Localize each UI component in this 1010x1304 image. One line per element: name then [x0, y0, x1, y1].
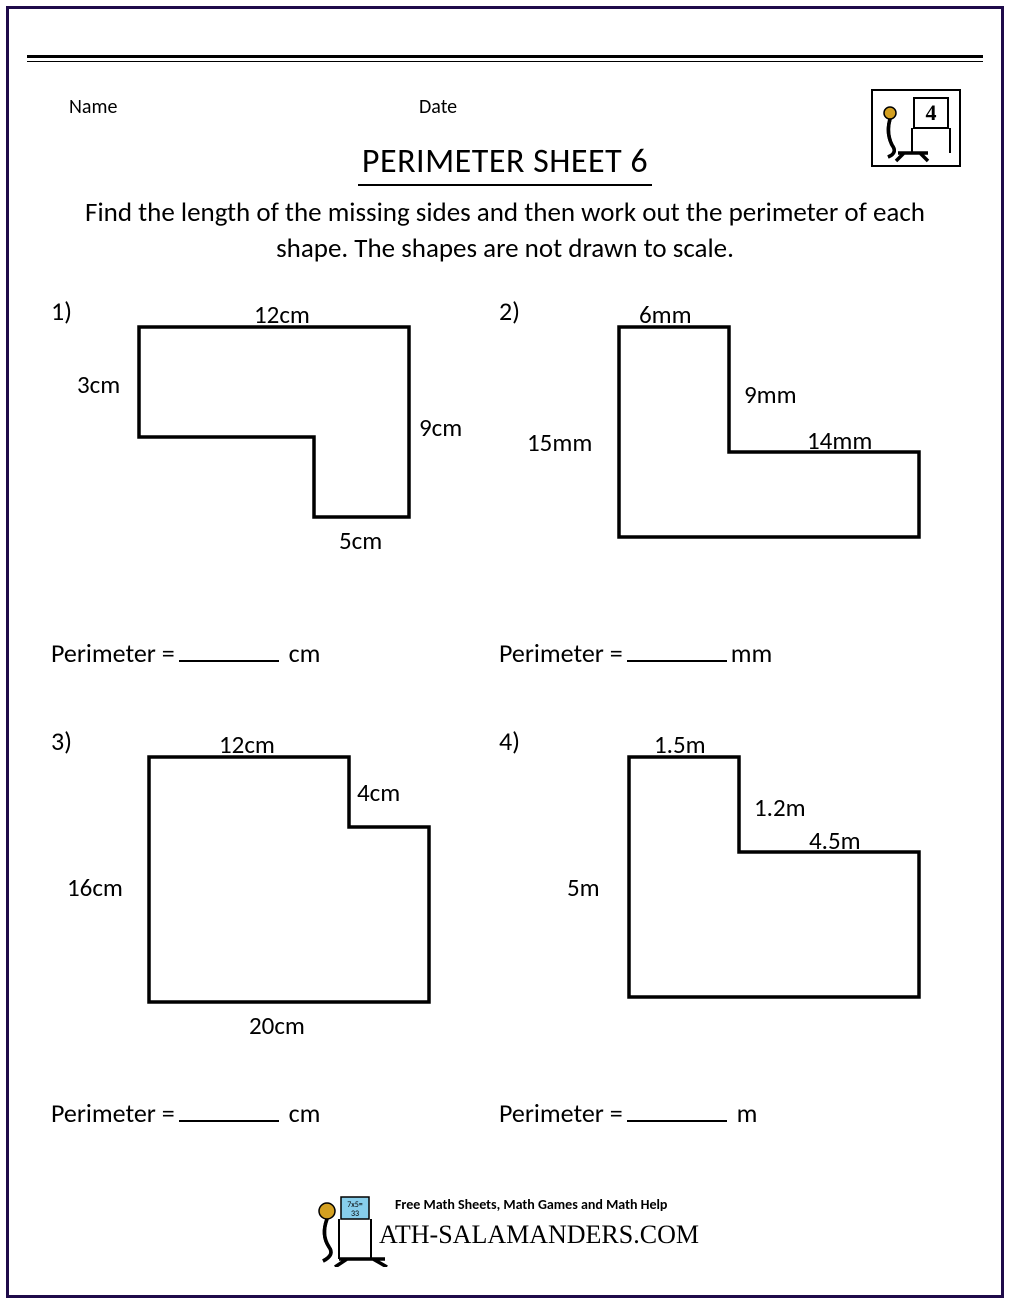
dim-label: 5cm — [339, 525, 382, 556]
dim-label: 12cm — [219, 729, 275, 760]
shape-2: 6mm 9mm 15mm 14mm — [549, 307, 959, 577]
dim-label: 9mm — [744, 379, 797, 410]
dim-label: 16cm — [67, 872, 123, 903]
dim-label: 1.5m — [654, 729, 706, 760]
footer-logo-icon: 7x5= 33 Free Math Sheets, Math Games and… — [295, 1189, 715, 1267]
dim-label: 20cm — [249, 1010, 305, 1041]
dim-label: 5m — [567, 872, 600, 903]
worksheet-title: PERIMETER SHEET 6 — [9, 141, 1001, 182]
problem-1: 1) 12cm 3cm 9cm 5cm Perimeter = cm — [39, 287, 499, 697]
answer-line-4: Perimeter = m — [499, 1097, 757, 1129]
dim-label: 6mm — [639, 299, 692, 330]
name-label: Name — [69, 95, 117, 119]
shape-1: 12cm 3cm 9cm 5cm — [89, 307, 489, 567]
instructions-text: Find the length of the missing sides and… — [69, 195, 941, 268]
footer: 7x5= 33 Free Math Sheets, Math Games and… — [9, 1189, 1001, 1267]
footer-url: ATH-SALAMANDERS.COM — [379, 1220, 699, 1249]
svg-text:33: 33 — [351, 1209, 359, 1219]
problem-2: 2) 6mm 9mm 15mm 14mm Perimeter =mm — [499, 287, 979, 697]
grade-number: 4 — [926, 100, 937, 125]
dim-label: 4.5m — [809, 825, 861, 856]
dim-label: 4cm — [357, 777, 400, 808]
shape-4: 1.5m 1.2m 4.5m 5m — [549, 737, 959, 1047]
header-rule-thin — [27, 61, 983, 62]
problem-3: 3) 12cm 4cm 16cm 20cm Perimeter = cm — [39, 717, 499, 1147]
dim-label: 12cm — [254, 299, 310, 330]
problem-number: 1) — [51, 295, 72, 327]
answer-line-1: Perimeter = cm — [51, 637, 320, 669]
problem-number: 2) — [499, 295, 520, 327]
answer-line-2: Perimeter =mm — [499, 637, 772, 669]
dim-label: 1.2m — [754, 792, 806, 823]
problem-number: 3) — [51, 725, 72, 757]
dim-label: 15mm — [527, 427, 592, 458]
date-label: Date — [419, 95, 457, 119]
dim-label: 14mm — [807, 425, 872, 456]
dim-label: 3cm — [77, 369, 120, 400]
dim-label: 9cm — [419, 412, 462, 443]
problems-grid: 1) 12cm 3cm 9cm 5cm Perimeter = cm 2) — [39, 287, 971, 1165]
problem-4: 4) 1.5m 1.2m 4.5m 5m Perimeter = m — [499, 717, 979, 1147]
header-rule-thick — [27, 55, 983, 58]
answer-line-3: Perimeter = cm — [51, 1097, 320, 1129]
page-frame: Name Date 4 PERIMETER SHEET 6 Find the l… — [6, 6, 1004, 1298]
footer-tagline: Free Math Sheets, Math Games and Math He… — [395, 1196, 668, 1213]
shape-3: 12cm 4cm 16cm 20cm — [89, 737, 489, 1057]
problem-number: 4) — [499, 725, 520, 757]
